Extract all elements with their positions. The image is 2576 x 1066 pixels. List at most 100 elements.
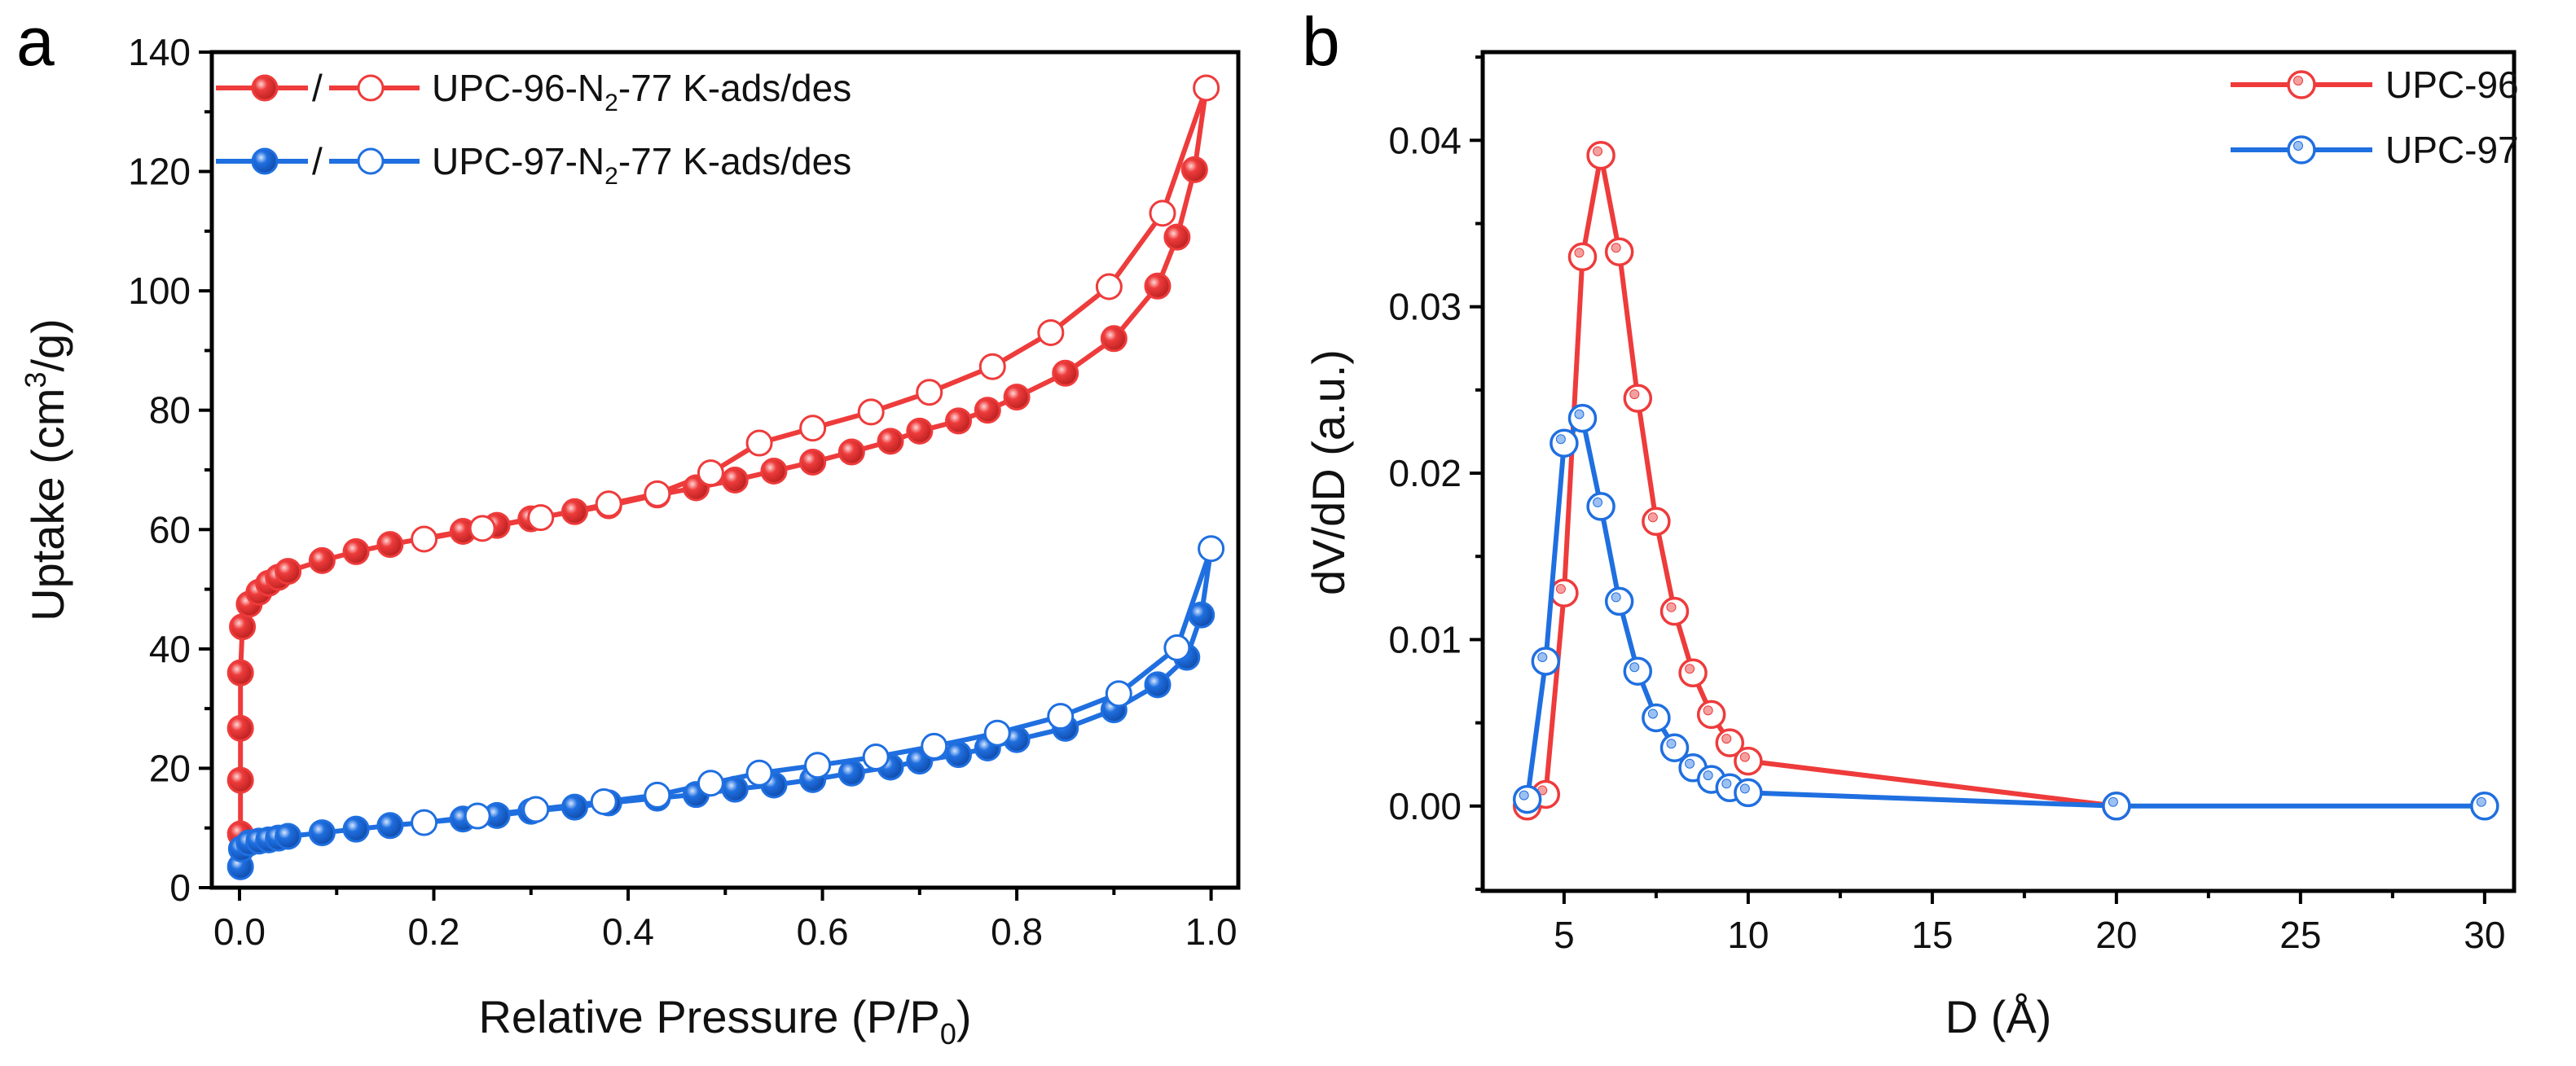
desorption-point-upc96 [527,504,555,532]
data-point-upc96-dot [1666,602,1677,612]
chart-b-y-tick-label: 0.01 [1388,618,1462,660]
desorption-point-upc97 [983,719,1011,747]
chart-b-x-tick-label: 15 [1911,914,1953,956]
chart-a-y-tick-label: 80 [149,389,191,432]
chart-a-x-tick-label: 0.8 [991,910,1043,953]
adsorption-point-upc96 [275,558,302,586]
chart-a-y-tick-label: 140 [128,31,191,73]
data-point-upc97-ring [1642,703,1671,733]
data-point-upc97-dot [1629,662,1640,673]
isotherm-chart: 0.0 0.2 0.4 0.6 0.8 1.0 0 20 40 60 80 100 120 140 / UPC… [19,31,1241,1051]
legend-slash-bg [308,68,329,107]
desorption-point-upc96 [1095,273,1123,300]
desorption-point-upc97 [411,809,438,836]
desorption-point-upc97 [1163,634,1191,661]
adsorption-point-upc96 [1100,325,1128,353]
data-point-upc96 [1586,140,1615,170]
data-point-upc96-dot [1629,389,1640,400]
data-point-upc97 [1642,703,1671,733]
chart-a-y-tick-label: 40 [149,628,191,670]
y-axis-title-b: dV/dD (a.u.) [1303,349,1354,595]
adsorption-point-upc97 [1188,601,1215,629]
data-point-upc96-ring [1604,237,1634,266]
data-point-upc97-dot [1666,739,1677,749]
chart-a-x-tick-label: 0.6 [797,910,849,953]
desorption-point-upc97 [1105,680,1132,708]
data-point-upc96-ring [1567,242,1598,272]
data-point-upc96-ring [1678,658,1708,688]
chart-b-frame [1480,50,2517,893]
data-point-upc96-dot [1593,146,1603,156]
adsorption-point-upc96 [906,417,934,445]
adsorption-point-upc96 [1003,384,1031,411]
data-point-upc97-dot [1593,497,1603,507]
adsorption-point-upc96 [1144,272,1172,300]
data-point-upc97 [1586,492,1615,521]
data-point-upc97-ring [1567,403,1598,433]
data-point-upc97 [1659,733,1690,762]
legend-marker-upc97-dot [2293,141,2303,151]
data-point-upc96-dot [1574,248,1585,258]
desorption-point-upc97 [921,732,948,760]
adsorption-point-upc97 [721,775,749,803]
data-point-upc96 [1567,242,1598,272]
desorption-point-upc97 [590,787,618,815]
data-point-upc96-dot [1703,705,1713,716]
data-point-upc97 [1604,586,1634,616]
chart-a-y-tick-label: 0 [169,866,191,909]
data-point-upc97-dot [2108,796,2118,807]
data-point-upc97-dot [1703,770,1713,781]
adsorption-point-upc96 [1163,223,1191,251]
data-point-upc97-dot [1611,592,1621,603]
data-point-upc96-ring [1550,578,1579,608]
legend-filled-marker-upc97 [251,147,279,175]
chart-b-y-tick-label: 0.04 [1388,119,1462,161]
x-axis-title-b: D (Å) [1945,991,2052,1042]
desorption-point-upc96 [697,459,724,487]
data-point-upc96 [1604,237,1634,266]
legend-label-upc96: UPC-96-N2-77 K-ads/des [432,67,851,116]
desorption-point-upc96 [857,398,885,426]
chart-b-y-tick-label: 0.02 [1388,452,1462,494]
legend-open-marker-upc97 [357,147,385,175]
panel-label-b: b [1302,3,1340,80]
y-axis-title-a: Uptake (cm3/g) [19,318,73,621]
data-point-upc97 [2470,792,2499,821]
data-point-upc96 [1715,728,1745,757]
desorption-point-upc97 [804,752,832,779]
desorption-point-upc97 [522,796,550,823]
desorption-point-upc97 [1047,703,1075,730]
chart-a-x-tick-label: 1.0 [1185,910,1237,953]
data-point-upc97-ring [1604,586,1634,616]
adsorption-point-upc96 [308,546,336,574]
adsorption-point-upc97 [376,812,404,840]
chart-b-x-tick-label: 10 [1727,914,1769,956]
adsorption-point-upc96 [1180,156,1208,183]
data-point-upc96-dot [1555,584,1566,594]
data-point-upc96-ring [1623,384,1653,413]
data-point-upc96-dot [1611,243,1621,253]
desorption-point-upc96 [595,490,622,518]
data-point-upc97-dot [1739,783,1750,794]
chart-a-y-tick-label: 100 [128,270,191,312]
legend-label-upc97: UPC-97-N2-77 K-ads/des [432,140,851,190]
data-point-upc97-ring [2102,792,2131,821]
data-point-upc97-ring [1550,428,1579,458]
data-point-upc96 [1642,507,1671,537]
chart-b-x-tick-label: 5 [1554,914,1575,956]
data-point-upc97-ring [1586,492,1615,521]
data-point-upc97 [1531,647,1561,676]
chart-a-x-tick-label: 0.4 [602,910,654,953]
desorption-point-upc97 [697,770,724,797]
desorption-point-upc96 [468,515,496,542]
data-point-upc97-dot [2476,796,2486,807]
data-point-upc96-ring [1586,140,1615,170]
chart-a-y-tick-label: 20 [149,747,191,789]
adsorption-point-upc96 [226,714,254,742]
legend-filled-marker-upc96 [251,74,279,102]
panel-label-a: a [16,3,55,80]
chart-b-x-tick-label: 20 [2095,914,2137,956]
adsorption-point-upc97 [1144,671,1172,699]
data-point-upc97 [1512,784,1542,814]
data-point-upc96 [1659,596,1690,626]
